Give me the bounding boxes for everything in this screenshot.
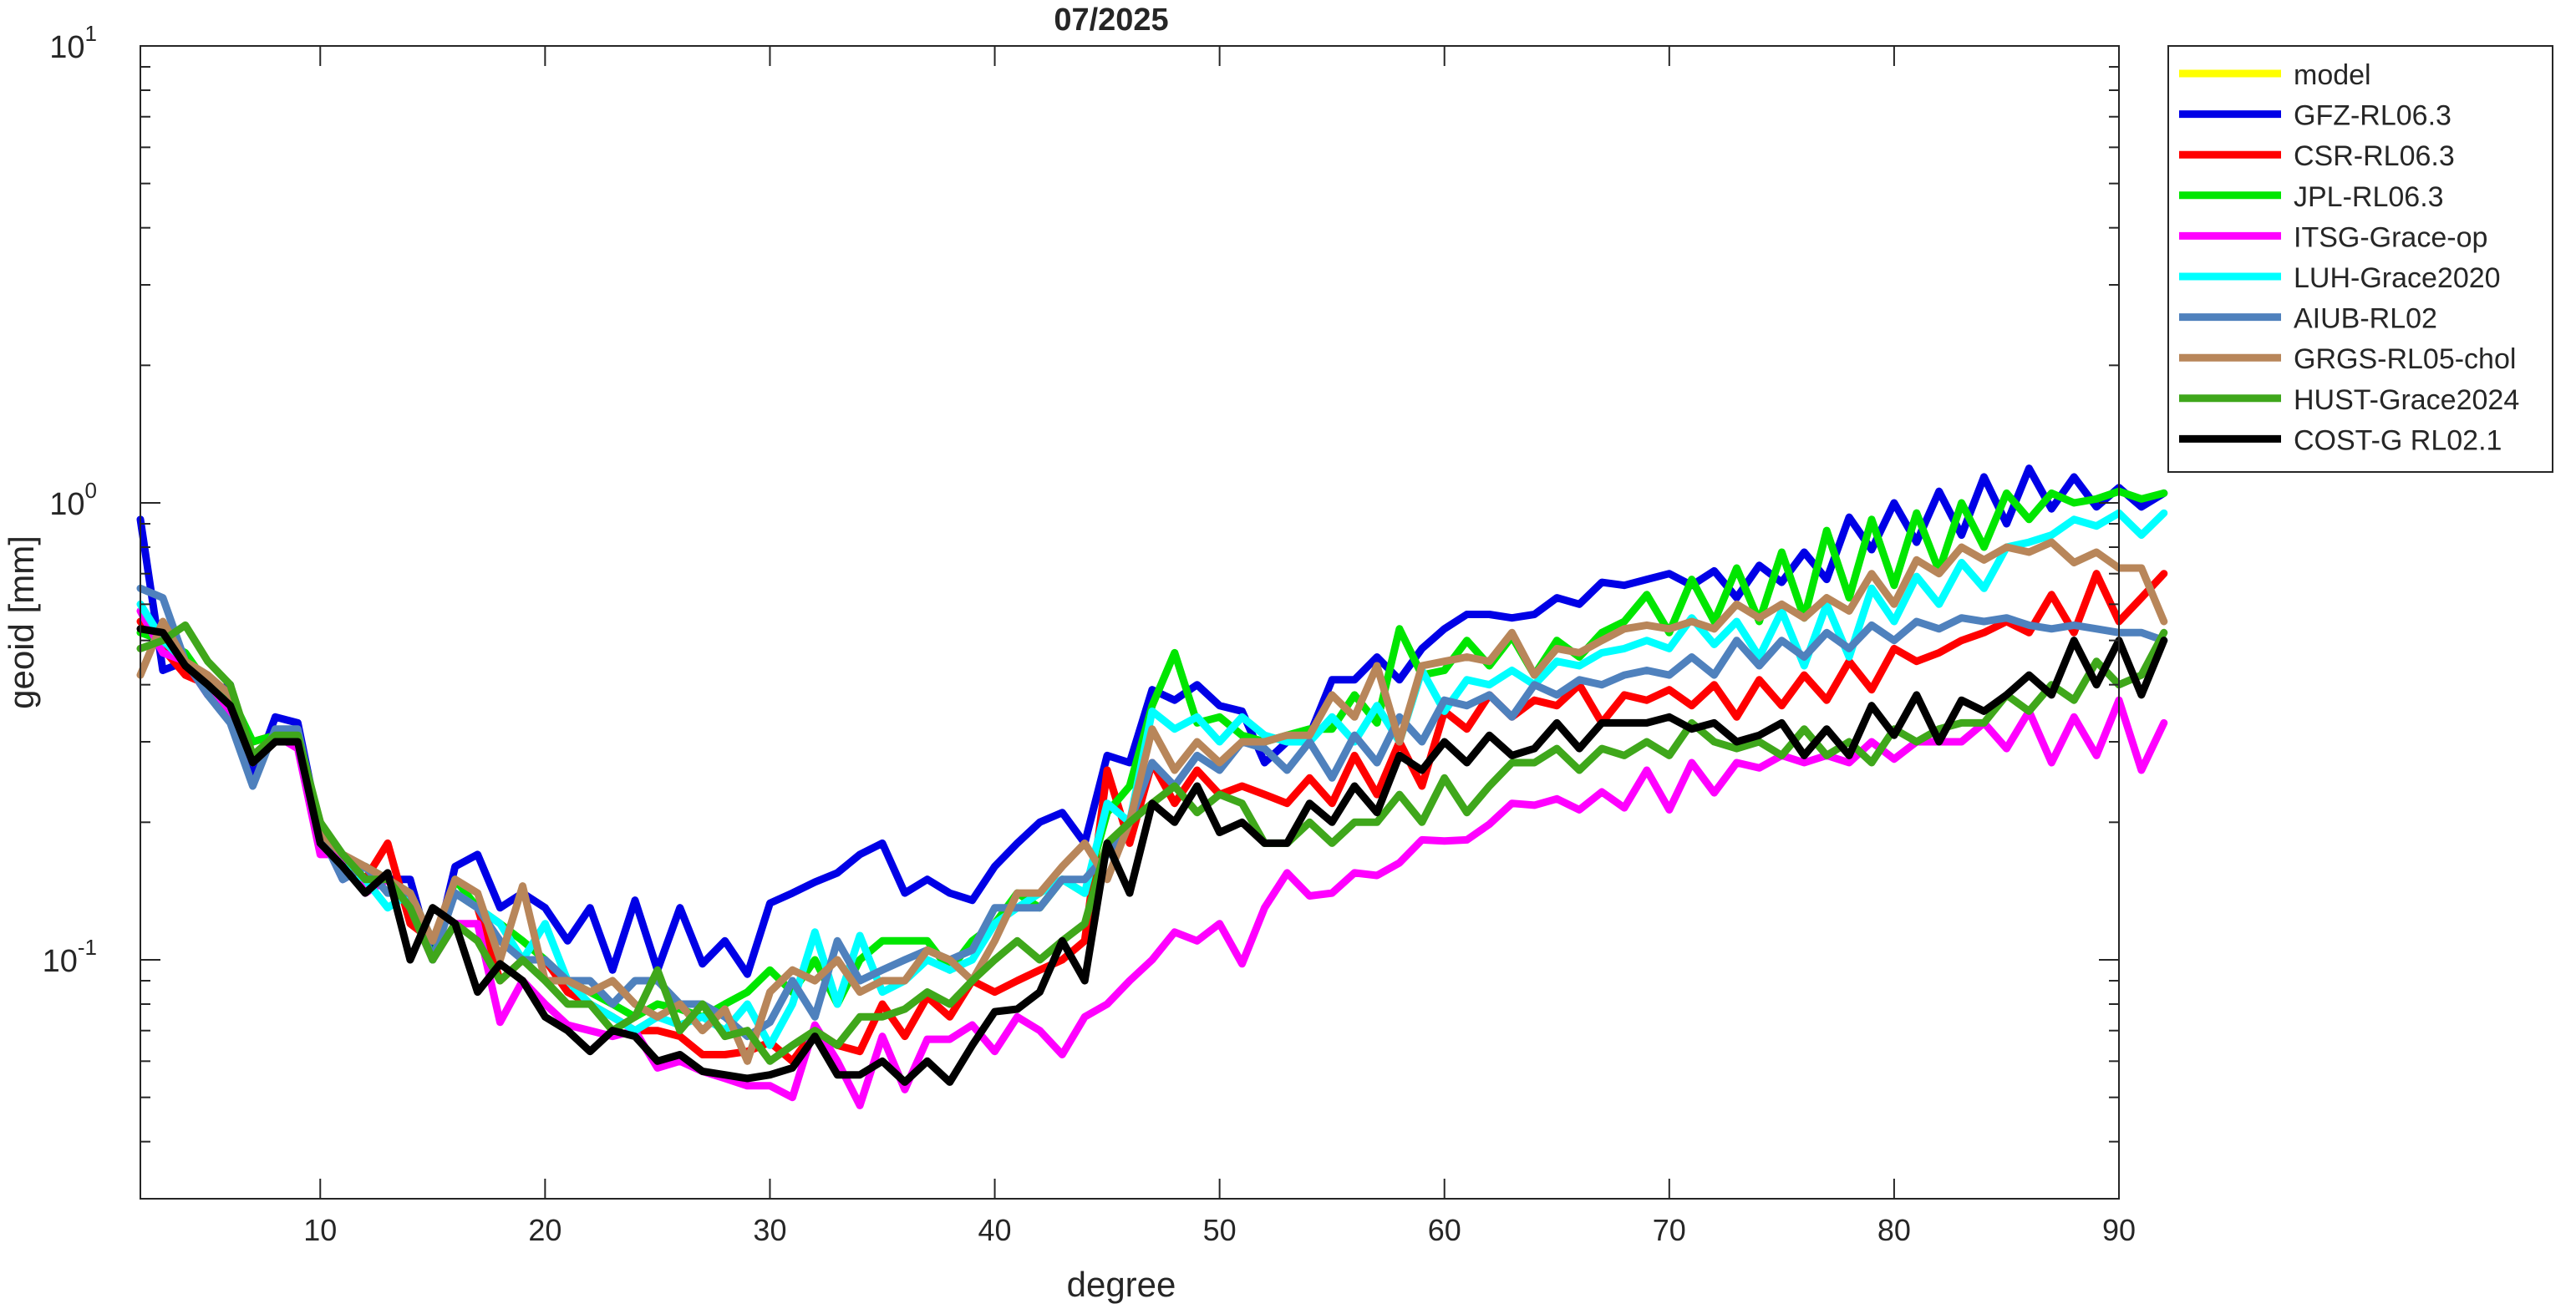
x-tick-label: 40 — [978, 1213, 1012, 1247]
legend-label-2: CSR-RL06.3 — [2294, 140, 2455, 172]
legend-label-3: JPL-RL06.3 — [2294, 181, 2444, 213]
x-tick-label: 90 — [2102, 1213, 2136, 1247]
x-tick-label: 70 — [1653, 1213, 1686, 1247]
axes-box — [140, 45, 2120, 1200]
y-axis-label: geoid [mm] — [2, 535, 41, 709]
series-line-1 — [136, 464, 2168, 978]
series-layer — [136, 464, 2168, 1109]
series-line-7 — [136, 538, 2168, 1065]
x-axis-label: degree — [1067, 1265, 1176, 1304]
x-tick-label: 60 — [1428, 1213, 1461, 1247]
legend: model GFZ-RL06.3 CSR-RL06.3 JPL-RL06.3 ITSG-… — [2167, 45, 2553, 473]
legend-label-8: HUST-Grace2024 — [2294, 384, 2519, 416]
series-line-9 — [136, 625, 2168, 1086]
legend-label-6: AIUB-RL02 — [2294, 303, 2437, 335]
x-tick-label: 80 — [1877, 1213, 1911, 1247]
legend-label-5: LUH-Grace2020 — [2294, 262, 2501, 294]
legend-label-9: COST-G RL02.1 — [2294, 424, 2502, 456]
x-tick-label: 30 — [753, 1213, 786, 1247]
x-tick-label: 10 — [303, 1213, 337, 1247]
x-tick-label: 50 — [1203, 1213, 1237, 1247]
legend-label-4: ITSG-Grace-op — [2294, 221, 2487, 253]
legend-label-7: GRGS-RL05-chol — [2294, 343, 2516, 375]
x-tick-label: 20 — [528, 1213, 561, 1247]
chart-title: 07/2025 — [1054, 3, 1168, 38]
series-line-6 — [136, 584, 2168, 1041]
legend-label-0: model — [2294, 59, 2371, 91]
legend-label-1: GFZ-RL06.3 — [2294, 100, 2452, 132]
